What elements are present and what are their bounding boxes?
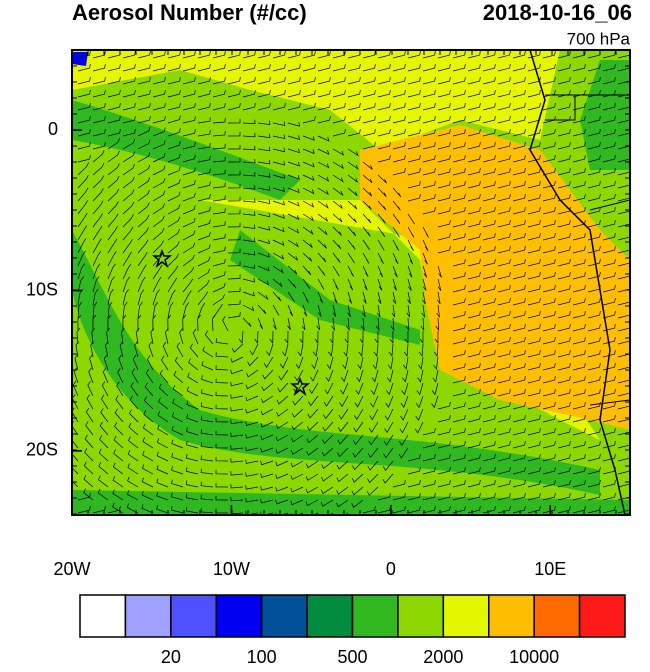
map-frame	[71, 49, 631, 516]
colorbar-box	[351, 594, 399, 638]
colorbar-label: 20	[161, 647, 181, 667]
y-tick-label: 0	[48, 119, 58, 139]
colorbar-label: 100	[247, 647, 277, 667]
x-tick-label: 0	[386, 559, 396, 579]
colorbar-box	[578, 594, 626, 638]
x-tick-label: 20W	[53, 559, 90, 579]
colorbar-box	[488, 594, 535, 638]
colorbar-box	[124, 594, 172, 638]
colorbar-box	[306, 594, 354, 638]
date: 2018-10-16_06	[483, 0, 632, 25]
x-tick-label: 10W	[213, 559, 250, 579]
map-field	[72, 50, 630, 515]
title: Aerosol Number (#/cc)	[72, 0, 307, 25]
level: 700 hPa	[567, 29, 631, 48]
colorbar-box	[397, 594, 445, 638]
colorbar-box	[79, 594, 127, 638]
x-tick-label: 10E	[534, 559, 566, 579]
colorbar-box	[170, 594, 217, 638]
colorbar-label: 2000	[423, 647, 463, 667]
colorbar-box	[260, 594, 308, 638]
y-tick-label: 20S	[26, 440, 58, 460]
colorbar-box	[215, 594, 263, 638]
colorbar-box	[442, 594, 490, 638]
colorbar-label: 500	[337, 647, 367, 667]
colorbar-box	[533, 594, 581, 638]
colorbar-label: 10000	[509, 647, 559, 667]
y-tick-label: 10S	[26, 279, 58, 299]
